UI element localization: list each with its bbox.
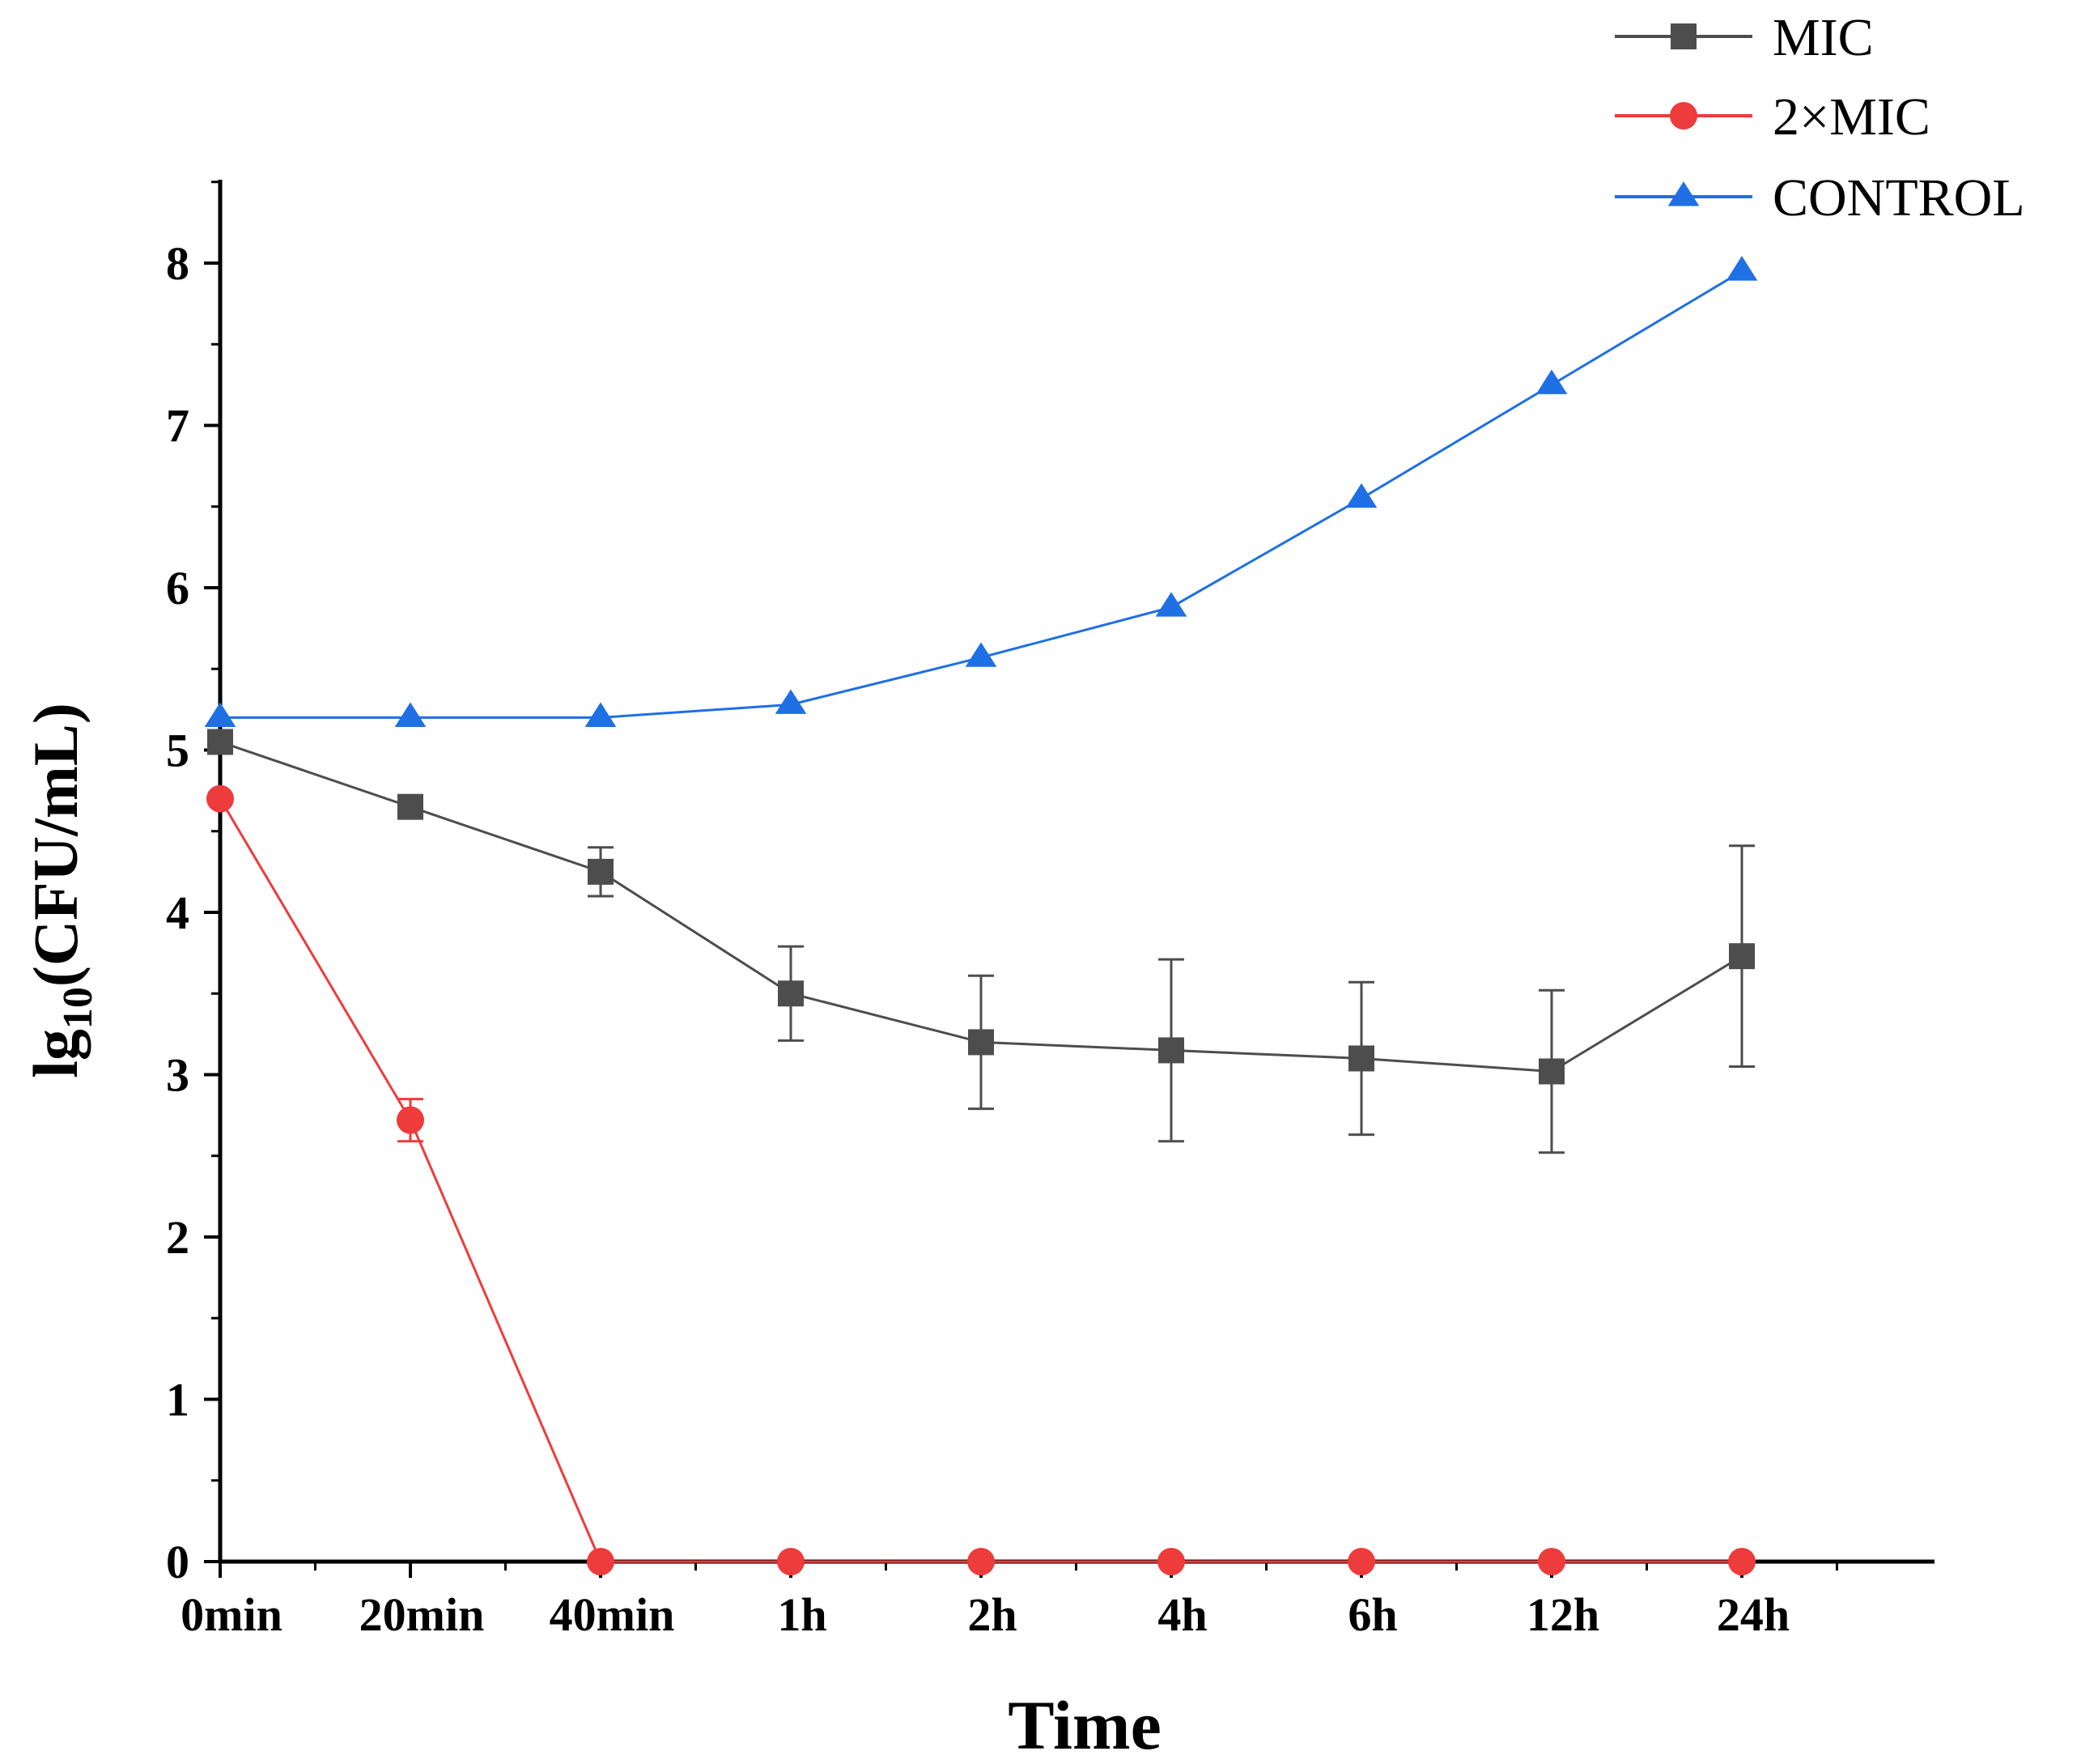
data-point [777,1548,805,1575]
data-point [1348,1548,1375,1575]
series-control [204,256,1758,727]
y-axis-title-main: lg [20,1029,91,1078]
circle-icon [1670,102,1697,130]
legend-label: MIC [1773,8,1874,67]
data-point [1539,1058,1565,1085]
data-point [1728,1548,1756,1575]
y-axis-title-unit: (CFU/mL) [20,703,91,987]
square-icon [1671,23,1697,49]
legend-item-control: CONTROL [1615,168,2025,227]
data-point [1538,1548,1565,1575]
data-point [397,1106,424,1134]
data-point [1729,943,1755,970]
x-tick-label: 1h [777,1588,826,1641]
data-point [775,689,807,714]
x-axis-title: Time [1008,1686,1162,1764]
data-point [1348,1045,1374,1072]
y-tick-label: 2 [166,1211,189,1264]
y-tick-label: 7 [166,400,189,453]
axes: 0 1 2 3 4 5 6 7 8 0min 20min 40min 1h 2h 4h 6h 12h 24h [166,180,1934,1641]
data-point [584,702,617,727]
legend: MIC 2×MIC CONTROL [1615,8,2025,227]
x-tick-label: 6h [1348,1588,1397,1641]
x-tick-label: 20min [359,1588,485,1641]
x-tick-label: 0min [180,1588,282,1641]
data-point [1345,482,1378,508]
y-tick-label: 0 [166,1536,189,1588]
x-tick-label: 2h [967,1588,1017,1641]
legend-item-mic: MIC [1615,8,1874,67]
y-tick-label: 1 [166,1374,189,1426]
series-2-mic [206,784,1756,1575]
legend-label: 2×MIC [1773,87,1930,147]
x-tick-label: 40min [550,1588,675,1641]
plot-area [204,256,1758,1575]
data-point [967,1548,995,1575]
y-axis-title-subscript: 10 [55,987,101,1029]
data-point [397,793,423,820]
data-point [1157,1548,1185,1575]
data-point [1535,369,1568,394]
data-point [1158,1037,1184,1064]
x-tick-label: 12h [1527,1588,1599,1641]
data-point [394,702,427,727]
series-mic [207,729,1755,1154]
x-tick-label: 24h [1717,1588,1790,1641]
y-tick-label: 3 [166,1049,189,1102]
legend-label: CONTROL [1773,168,2025,227]
legend-item-2-mic: 2×MIC [1615,87,1930,147]
data-point [588,858,614,885]
y-tick-label: 8 [166,237,189,290]
data-point [207,729,233,755]
x-tick-label: 4h [1157,1588,1207,1641]
data-point [1155,592,1187,617]
data-point [778,980,804,1007]
triangle-icon [1667,181,1700,206]
y-tick-label: 4 [166,886,189,939]
data-point [204,702,236,727]
data-point [587,1548,614,1575]
data-point [965,642,997,667]
y-tick-label: 5 [166,725,189,777]
series-line [219,797,1742,1563]
data-point [968,1029,994,1056]
data-point [206,784,234,813]
y-axis-title: lg10(CFU/mL) [20,703,101,1078]
data-point [1726,256,1758,281]
y-tick-label: 6 [166,562,189,614]
